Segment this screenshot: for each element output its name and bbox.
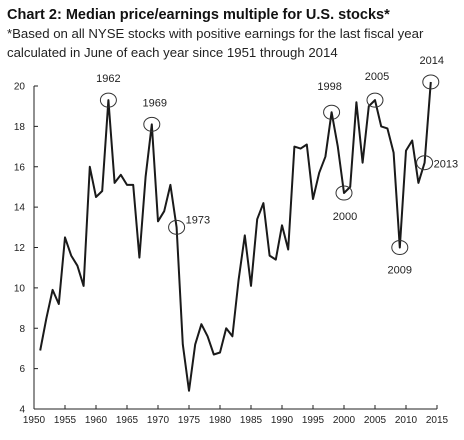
- annotation-label: 1962: [96, 73, 120, 85]
- series-layer: [39, 81, 432, 392]
- annotation-label: 2000: [333, 211, 357, 223]
- x-tick-label: 1960: [85, 415, 108, 426]
- x-tick-label: 1970: [147, 415, 170, 426]
- x-tick-label: 2015: [426, 415, 449, 426]
- annotation-circle: [335, 185, 353, 201]
- chart-title: Chart 2: Median price/earnings multiple …: [7, 7, 390, 23]
- annotation-circle: [422, 74, 440, 90]
- y-tick-label: 8: [19, 324, 25, 335]
- x-tick-label: 1955: [54, 415, 77, 426]
- y-tick-label: 12: [14, 243, 26, 254]
- annotation-circle: [143, 116, 161, 132]
- chart-subtitle: *Based on all NYSE stocks with positive …: [7, 26, 424, 60]
- annotation-circle: [168, 219, 186, 235]
- y-tick-label: 20: [14, 82, 26, 93]
- annotation-label: 1998: [317, 81, 341, 93]
- y-axis-ticks: 4 6 8 10 12 14 16 18 20: [14, 82, 38, 416]
- y-tick-label: 14: [14, 203, 26, 214]
- annotation-circle: [416, 155, 434, 171]
- annotation-label: 2014: [420, 55, 444, 67]
- annotation-label: 2013: [434, 159, 458, 171]
- y-tick-label: 10: [14, 283, 26, 294]
- annotation-label: 2009: [388, 265, 412, 277]
- x-axis-ticks: 1950 1955 1960 1965 1970 1975 1980 1985 1990 1995…: [23, 405, 449, 426]
- x-tick-label: 1975: [178, 415, 201, 426]
- x-tick-label: 1995: [302, 415, 325, 426]
- axes: [33, 86, 437, 410]
- x-tick-label: 2010: [395, 415, 418, 426]
- y-tick-label: 4: [19, 405, 25, 416]
- pe-series-line: [39, 81, 432, 392]
- y-tick-label: 16: [14, 162, 26, 173]
- x-tick-label: 2005: [364, 415, 387, 426]
- annotation-circle: [366, 92, 384, 108]
- x-tick-label: 2000: [333, 415, 356, 426]
- x-tick-label: 1950: [23, 415, 46, 426]
- annotation-circle: [99, 92, 117, 108]
- y-tick-label: 18: [14, 122, 26, 133]
- annotations-layer: 1962 1969 1973 1998 2000 2005 2009 2013 2014: [96, 55, 458, 277]
- annotation-label: 2005: [365, 71, 389, 83]
- annotation-label: 1969: [143, 97, 167, 109]
- y-tick-label: 6: [19, 364, 25, 375]
- chart-header: Chart 2: Median price/earnings multiple …: [7, 6, 459, 62]
- annotation-circle: [323, 104, 341, 120]
- x-tick-label: 1980: [209, 415, 232, 426]
- annotation-label: 1973: [186, 214, 210, 226]
- x-tick-label: 1985: [240, 415, 263, 426]
- annotation-circle: [391, 240, 409, 255]
- x-tick-label: 1990: [271, 415, 294, 426]
- x-tick-label: 1965: [116, 415, 139, 426]
